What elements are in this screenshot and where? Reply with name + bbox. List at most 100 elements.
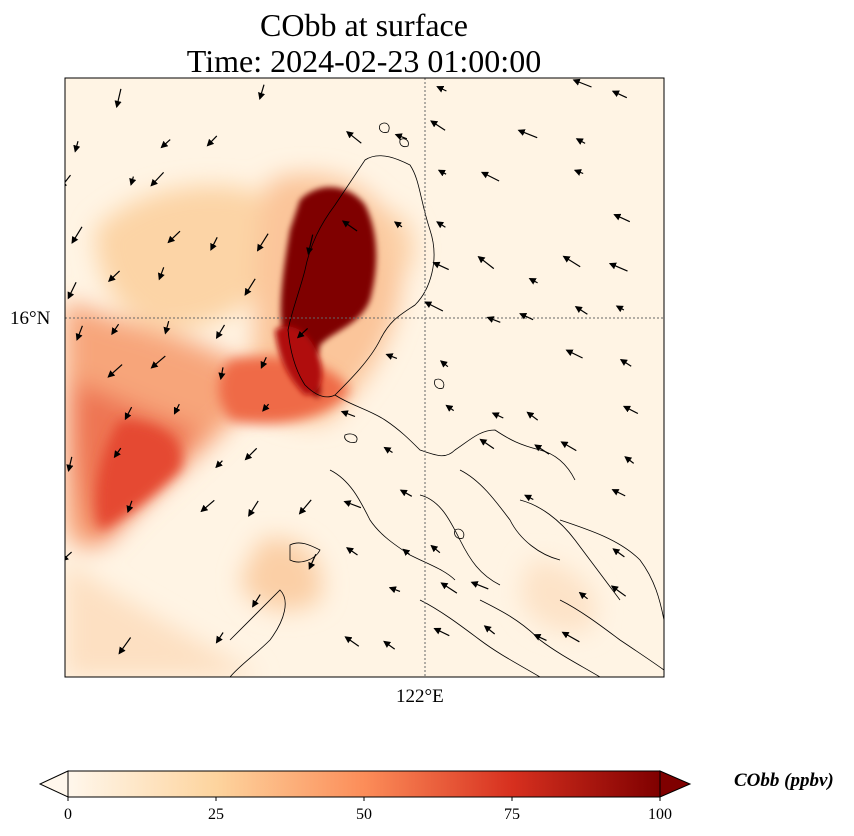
wind-arrow — [402, 548, 411, 556]
wind-arrow — [561, 631, 580, 643]
wind-arrow — [611, 90, 628, 99]
wind-arrow — [436, 86, 447, 93]
wind-arrow — [480, 171, 500, 182]
wind-arrow — [67, 281, 77, 300]
wind-arrow — [528, 278, 538, 285]
wind-arrow — [575, 138, 586, 145]
wind-arrow — [200, 499, 215, 513]
wind-arrow — [157, 267, 165, 281]
wind-arrow — [479, 438, 495, 450]
wind-arrow — [215, 632, 224, 644]
wind-arrow — [491, 412, 504, 419]
colorbar-tick-100: 100 — [648, 806, 672, 823]
map-title-line1: CObb at surface — [260, 7, 468, 43]
wind-arrow — [308, 554, 317, 570]
wind-arrow — [306, 234, 314, 255]
wind-arrow — [615, 305, 625, 313]
wind-arrow — [258, 84, 265, 100]
wind-arrow — [430, 120, 446, 131]
wind-arrow — [75, 325, 83, 341]
wind-vectors — [65, 78, 639, 655]
wind-arrow — [167, 230, 181, 244]
wind-arrow — [298, 499, 312, 515]
wind-arrow — [388, 586, 401, 594]
map-frame — [64, 77, 665, 678]
wind-arrow — [486, 316, 501, 323]
colorbar-tick-0: 0 — [64, 806, 72, 823]
wind-arrow — [612, 548, 625, 558]
wind-arrow — [562, 255, 581, 268]
wind-arrow — [560, 441, 577, 452]
colorbar — [38, 770, 692, 801]
wind-arrow — [111, 323, 120, 336]
wind-arrow — [215, 324, 226, 340]
wind-arrow — [526, 411, 539, 421]
wind-arrow — [399, 489, 413, 497]
wind-arrow — [218, 367, 226, 381]
colorbar-gradient — [67, 770, 661, 798]
wind-arrow — [340, 410, 356, 418]
wind-arrow — [346, 131, 362, 144]
wind-arrow — [210, 237, 218, 251]
wind-arrow — [66, 456, 74, 472]
wind-arrow — [124, 406, 133, 421]
wind-arrow — [519, 312, 534, 321]
wind-arrow — [206, 135, 218, 147]
wind-arrow — [383, 640, 396, 650]
wind-arrow — [341, 220, 358, 232]
wind-arrow — [393, 221, 403, 229]
wind-arrow — [215, 460, 223, 469]
wind-arrow — [65, 551, 72, 562]
wind-arrow — [343, 500, 362, 509]
colorbar-tick-25: 25 — [208, 806, 224, 823]
wind-arrow — [430, 544, 441, 554]
concentration-map — [64, 77, 665, 678]
wind-arrow — [573, 169, 584, 176]
wind-arrow — [565, 349, 583, 359]
wind-arrow — [524, 494, 534, 502]
wind-arrow — [619, 358, 632, 367]
wind-arrow — [385, 353, 398, 360]
wind-arrow — [108, 270, 121, 283]
wind-arrow — [252, 594, 261, 608]
wind-arrow — [173, 403, 181, 415]
wind-arrow — [383, 446, 393, 454]
wind-arrow — [613, 213, 631, 223]
wind-arrow — [344, 636, 360, 647]
wind-arrow — [578, 591, 588, 600]
colorbar-extend-min — [38, 770, 69, 798]
wind-arrow — [160, 139, 171, 149]
wind-arrow — [483, 625, 496, 635]
wind-arrow — [433, 627, 450, 637]
wind-arrow — [572, 78, 592, 88]
wind-arrow — [244, 447, 258, 461]
wind-arrow — [65, 174, 71, 189]
wind-arrow — [445, 404, 455, 412]
wind-arrow — [244, 278, 256, 296]
wind-arrow — [534, 444, 550, 455]
wind-arrow — [71, 226, 83, 244]
wind-arrow — [150, 171, 165, 187]
concentration-field — [65, 173, 597, 677]
wind-arrow — [113, 447, 122, 459]
wind-arrow — [262, 403, 270, 412]
colorbar-tick-75: 75 — [504, 806, 520, 823]
colorbar-tick-50: 50 — [356, 806, 372, 823]
wind-arrow — [608, 262, 628, 272]
wind-arrow — [114, 88, 122, 109]
wind-arrow — [256, 233, 269, 252]
wind-arrow — [610, 585, 627, 597]
wind-arrow — [440, 582, 458, 594]
wind-arrow — [296, 327, 309, 339]
wind-arrow — [163, 320, 171, 335]
map-title-line2: Time: 2024-02-23 01:00:00 — [186, 43, 542, 79]
wind-arrow — [394, 133, 408, 141]
wind-arrow — [432, 261, 449, 271]
lat-label-16n: 16°N — [10, 308, 51, 329]
wind-arrow — [624, 456, 635, 464]
wind-arrow — [118, 637, 132, 655]
wind-arrow — [622, 405, 639, 415]
wind-arrow — [260, 357, 268, 369]
wind-arrow — [436, 221, 446, 229]
wind-arrow — [611, 489, 626, 497]
